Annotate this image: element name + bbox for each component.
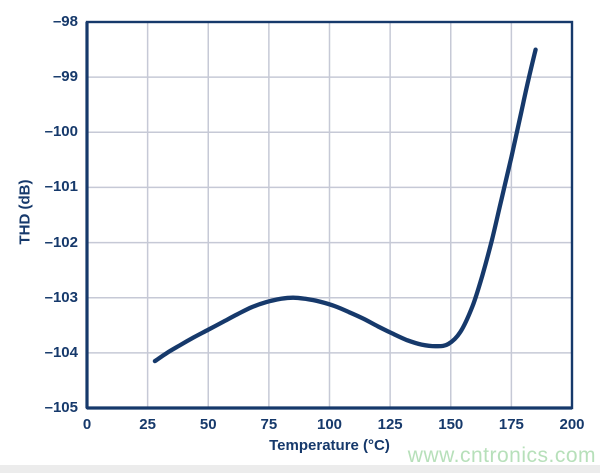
y-tick-label: –103 — [44, 288, 78, 306]
x-tick-label: 50 — [199, 416, 217, 433]
thd-curve — [152, 47, 538, 364]
bottom-strip — [0, 465, 600, 473]
x-tick-label: 25 — [139, 416, 156, 433]
y-tick-label: –102 — [44, 233, 78, 251]
y-tick-label: –98 — [52, 13, 78, 30]
y-tick-label: –101 — [44, 178, 78, 196]
x-axis-title: Temperature (°C) — [269, 437, 390, 454]
x-tick-label: 0 — [82, 416, 92, 433]
y-tick-label: –99 — [52, 68, 78, 86]
y-tick-label: –100 — [44, 123, 78, 141]
x-tick-label: 150 — [438, 416, 464, 433]
watermark-text: www.cntronics.com — [407, 444, 596, 467]
y-tick-label: –104 — [44, 343, 78, 361]
y-tick-label: –105 — [44, 399, 78, 416]
x-tick-label: 125 — [377, 416, 403, 433]
x-tick-label: 75 — [260, 416, 278, 433]
x-tick-label: 100 — [316, 416, 343, 433]
x-tick-label: 200 — [559, 416, 585, 433]
x-tick-label: 175 — [498, 416, 524, 433]
